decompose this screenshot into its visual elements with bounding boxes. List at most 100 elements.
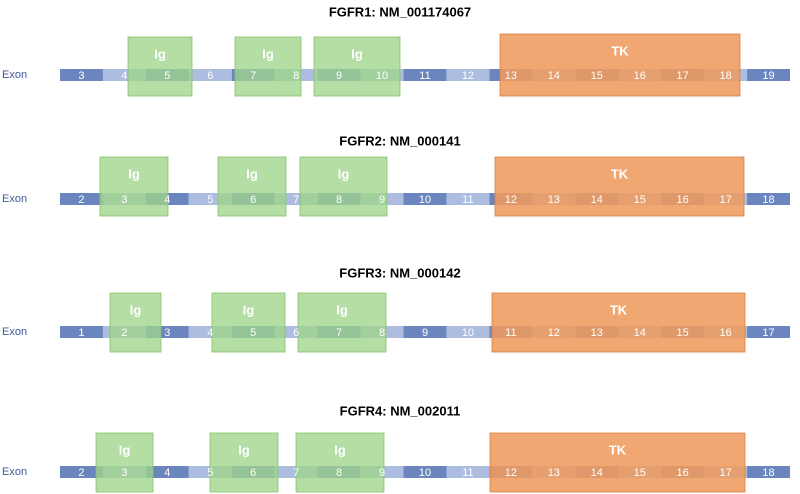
exon-axis-label: Exon (2, 69, 27, 81)
tk-domain (494, 156, 745, 217)
exon-axis-label: Exon (2, 193, 27, 205)
exon-segment (747, 466, 790, 478)
exon-segment (60, 193, 103, 205)
gene-track-1: FGFR1: NM_001174067 Exon Ig Ig Ig TK 3 4 5 6 7 8 9 10… (2, 4, 790, 97)
gene-title: FGFR4: NM_002011 (340, 403, 461, 418)
tk-domain-label: TK (611, 166, 629, 181)
gene-title: FGFR1: NM_001174067 (329, 4, 471, 19)
ig-domain-label: Ig (119, 442, 131, 457)
exon-number: 18 (762, 467, 774, 479)
exon-number: 6 (293, 327, 299, 339)
exon-number: 8 (293, 70, 299, 82)
exon-number: 7 (293, 467, 299, 479)
exon-number: 10 (419, 467, 431, 479)
exon-segment (403, 466, 447, 478)
ig-domain (299, 156, 388, 217)
exon-number: 8 (336, 467, 342, 479)
exon-number: 1 (78, 327, 84, 339)
ig-domain-label: Ig (238, 442, 250, 457)
exon-segment (145, 466, 189, 478)
exon-number: 5 (207, 467, 213, 479)
exon-segment (403, 193, 447, 205)
exon-segment (747, 69, 790, 81)
exon-number: 7 (336, 327, 342, 339)
exon-number: 2 (78, 194, 84, 206)
exon-number: 6 (207, 70, 213, 82)
ig-domain (297, 292, 387, 353)
exon-number: 3 (121, 194, 127, 206)
exon-number: 2 (121, 327, 127, 339)
exon-number: 11 (505, 327, 516, 339)
exon-number: 17 (677, 70, 689, 82)
exon-number: 4 (164, 467, 170, 479)
exon-number: 9 (422, 327, 428, 339)
exon-segment (403, 69, 447, 81)
exon-number: 3 (121, 467, 127, 479)
tk-domain (499, 33, 741, 97)
ig-domain (209, 432, 279, 493)
exon-segment (747, 326, 790, 338)
ig-domain (295, 432, 385, 493)
exon-number: 3 (164, 327, 170, 339)
exon-number: 4 (164, 194, 170, 206)
tk-domain (489, 432, 746, 493)
ig-domain-label: Ig (338, 166, 350, 181)
exon-number: 12 (548, 327, 560, 339)
ig-domain-label: Ig (336, 302, 348, 317)
exon-number: 10 (376, 70, 388, 82)
exon-number: 5 (164, 70, 170, 82)
exon-number: 10 (419, 194, 431, 206)
ig-domain (211, 292, 286, 353)
gene-title: FGFR2: NM_000141 (339, 133, 460, 148)
exon-segment (446, 193, 490, 205)
exon-number: 14 (591, 194, 603, 206)
ig-domain-label: Ig (334, 442, 346, 457)
exon-number: 16 (719, 327, 731, 339)
exon-number: 4 (121, 70, 127, 82)
ig-domain (217, 156, 287, 217)
tk-domain-label: TK (610, 302, 628, 317)
exon-number: 14 (634, 327, 646, 339)
ig-domain-label: Ig (262, 46, 274, 61)
exon-segment (60, 326, 103, 338)
exon-segment (446, 69, 490, 81)
exon-axis-label: Exon (2, 326, 27, 338)
exon-number: 4 (207, 327, 213, 339)
exon-segment (188, 69, 232, 81)
exon-number: 9 (336, 70, 342, 82)
exon-number: 11 (419, 70, 430, 82)
exon-number: 5 (250, 327, 256, 339)
exon-number: 17 (719, 467, 731, 479)
ig-domain-label: Ig (130, 302, 142, 317)
ig-domain (313, 36, 401, 97)
exon-segment (747, 193, 790, 205)
ig-domain (95, 432, 154, 493)
exon-number: 12 (505, 194, 517, 206)
exon-number: 13 (548, 467, 560, 479)
exon-number: 7 (293, 194, 299, 206)
exon-segment (60, 69, 103, 81)
exon-number: 19 (762, 70, 774, 82)
exon-number: 17 (762, 327, 774, 339)
tk-domain-label: TK (609, 442, 627, 457)
ig-domain (99, 156, 169, 217)
exon-number: 16 (634, 70, 646, 82)
ig-domain-label: Ig (128, 166, 140, 181)
tk-domain (491, 292, 746, 353)
gene-track-4: FGFR4: NM_002011 Exon Ig Ig Ig TK 2 3 4 5 6 7 8 9 10 11… (2, 403, 790, 493)
exon-number: 9 (379, 467, 385, 479)
ig-domain (109, 292, 162, 353)
exon-number: 14 (548, 70, 560, 82)
exon-number: 13 (548, 194, 560, 206)
exon-number: 8 (379, 327, 385, 339)
gene-track-2: FGFR2: NM_000141 Exon Ig Ig Ig TK 2 3 4 5 6 7 8 9 10 11… (2, 133, 790, 217)
exon-segment (446, 466, 490, 478)
ig-domain-label: Ig (351, 46, 363, 61)
exon-number: 13 (505, 70, 517, 82)
exon-number: 9 (379, 194, 385, 206)
exon-number: 10 (462, 327, 474, 339)
exon-segment (446, 326, 490, 338)
exon-number: 18 (719, 70, 731, 82)
exon-number: 16 (677, 467, 689, 479)
